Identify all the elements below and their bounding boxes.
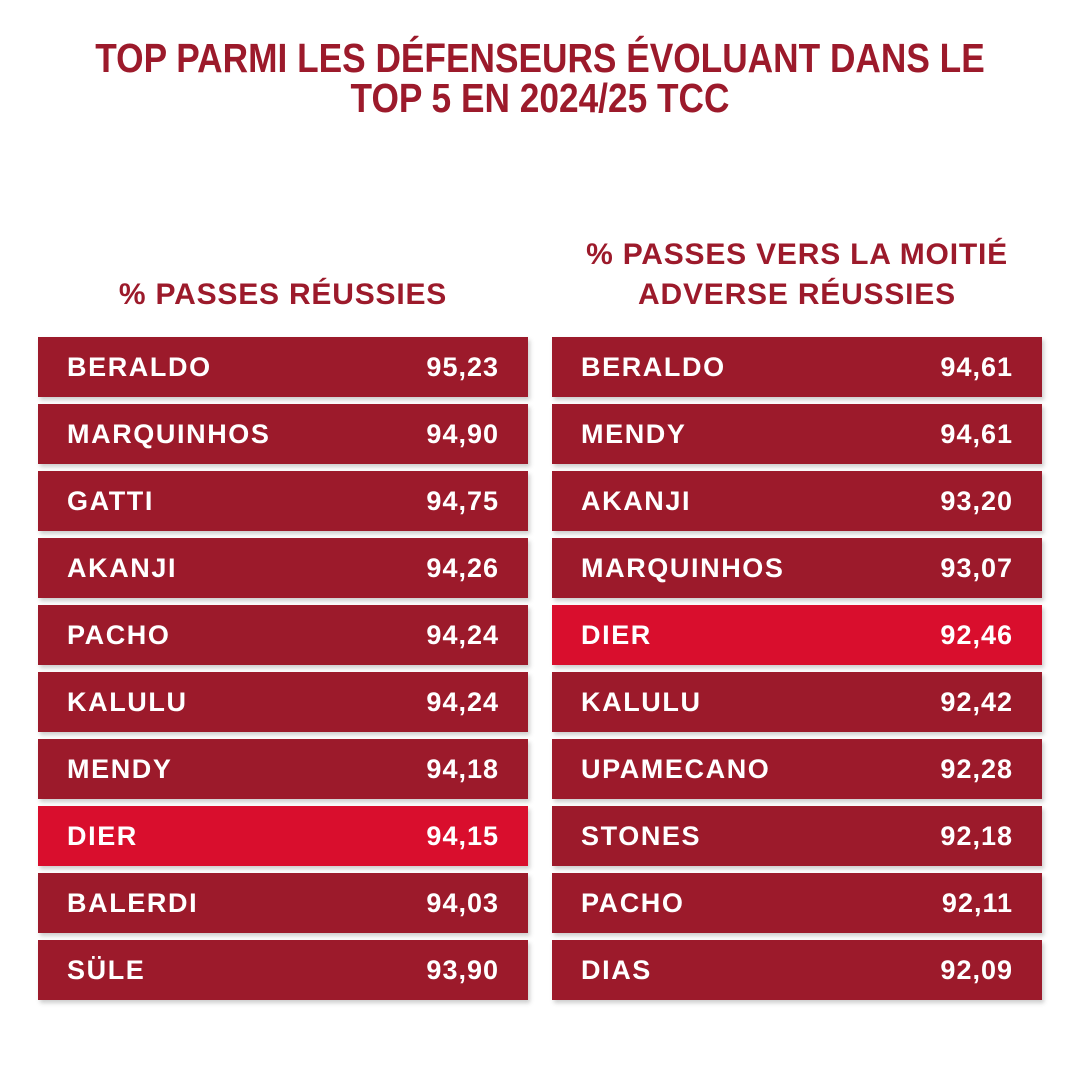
- player-name: PACHO: [581, 887, 685, 918]
- player-value: 93,20: [940, 485, 1013, 516]
- table-row: PACHO 92,11: [552, 873, 1042, 933]
- player-value: 94,24: [426, 686, 499, 717]
- table-rows: BERALDO 94,61 MENDY 94,61 AKANJI 93,20 MARQUIN…: [552, 337, 1042, 1000]
- player-name: AKANJI: [581, 485, 692, 516]
- table-row: MARQUINHOS 94,90: [38, 404, 528, 464]
- player-value: 94,15: [426, 820, 499, 851]
- table-row: SÜLE 93,90: [38, 940, 528, 1000]
- player-name: MARQUINHOS: [581, 552, 785, 583]
- player-value: 94,61: [940, 351, 1013, 382]
- player-name: KALULU: [67, 686, 188, 717]
- player-value: 94,18: [426, 753, 499, 784]
- player-value: 92,46: [940, 619, 1013, 650]
- player-name: UPAMECANO: [581, 753, 771, 784]
- table-row: MARQUINHOS 93,07: [552, 538, 1042, 598]
- player-name: BALERDI: [67, 887, 199, 918]
- table-row: BERALDO 95,23: [38, 337, 528, 397]
- player-name: MARQUINHOS: [67, 418, 271, 449]
- table-passes-reussies: % PASSES RÉUSSIES BERALDO 95,23 MARQUINHOS…: [38, 228, 528, 1000]
- table-row: AKANJI 94,26: [38, 538, 528, 598]
- table-row: MENDY 94,61: [552, 404, 1042, 464]
- player-name: BERALDO: [67, 351, 212, 382]
- player-name: GATTI: [67, 485, 154, 516]
- table-row: AKANJI 93,20: [552, 471, 1042, 531]
- table-row: GATTI 94,75: [38, 471, 528, 531]
- page-title: TOP PARMI LES DÉFENSEURS ÉVOLUANT DANS L…: [76, 35, 1005, 121]
- player-value: 94,03: [426, 887, 499, 918]
- player-value: 92,28: [940, 753, 1013, 784]
- ranking-tables: % PASSES RÉUSSIES BERALDO 95,23 MARQUINHOS…: [38, 228, 1042, 1000]
- player-name: DIAS: [581, 954, 652, 985]
- table-row: DIAS 92,09: [552, 940, 1042, 1000]
- player-value: 93,07: [940, 552, 1013, 583]
- table-title-passes-reussies: % PASSES RÉUSSIES: [118, 278, 448, 311]
- player-value: 92,11: [941, 887, 1013, 918]
- table-row: UPAMECANO 92,28: [552, 739, 1042, 799]
- table-row: PACHO 94,24: [38, 605, 528, 665]
- table-row: KALULU 94,24: [38, 672, 528, 732]
- player-value: 94,61: [940, 418, 1013, 449]
- player-name: DIER: [581, 619, 652, 650]
- player-value: 94,24: [426, 619, 499, 650]
- player-name: AKANJI: [67, 552, 178, 583]
- player-name: STONES: [581, 820, 702, 851]
- player-name: BERALDO: [581, 351, 726, 382]
- player-value: 94,75: [426, 485, 499, 516]
- player-value: 95,23: [426, 351, 499, 382]
- player-value: 92,42: [940, 686, 1013, 717]
- player-name: SÜLE: [67, 954, 146, 985]
- player-name: PACHO: [67, 619, 171, 650]
- table-row: KALULU 92,42: [552, 672, 1042, 732]
- player-value: 93,90: [426, 954, 499, 985]
- table-row-highlighted: DIER 94,15: [38, 806, 528, 866]
- player-value: 92,09: [940, 954, 1013, 985]
- player-name: DIER: [67, 820, 138, 851]
- table-passes-moitie-adverse: % PASSES VERS LA MOITIÉ ADVERSE RÉUSSIES …: [552, 228, 1042, 1000]
- page-title-line1: TOP PARMI LES DÉFENSEURS ÉVOLUANT DANS L…: [95, 35, 985, 81]
- player-value: 94,90: [426, 418, 499, 449]
- table-title-passes-moitie-adverse: % PASSES VERS LA MOITIÉ ADVERSE RÉUSSIES: [586, 238, 1008, 311]
- table-row: BERALDO 94,61: [552, 337, 1042, 397]
- player-value: 94,26: [426, 552, 499, 583]
- table-rows: BERALDO 95,23 MARQUINHOS 94,90 GATTI 94,75 AKA…: [38, 337, 528, 1000]
- player-name: KALULU: [581, 686, 702, 717]
- table-row: BALERDI 94,03: [38, 873, 528, 933]
- table-row: STONES 92,18: [552, 806, 1042, 866]
- player-name: MENDY: [67, 753, 173, 784]
- table-row-highlighted: DIER 92,46: [552, 605, 1042, 665]
- player-value: 92,18: [940, 820, 1013, 851]
- page-title-line2: TOP 5 EN 2024/25 TCC: [350, 75, 730, 121]
- table-row: MENDY 94,18: [38, 739, 528, 799]
- player-name: MENDY: [581, 418, 687, 449]
